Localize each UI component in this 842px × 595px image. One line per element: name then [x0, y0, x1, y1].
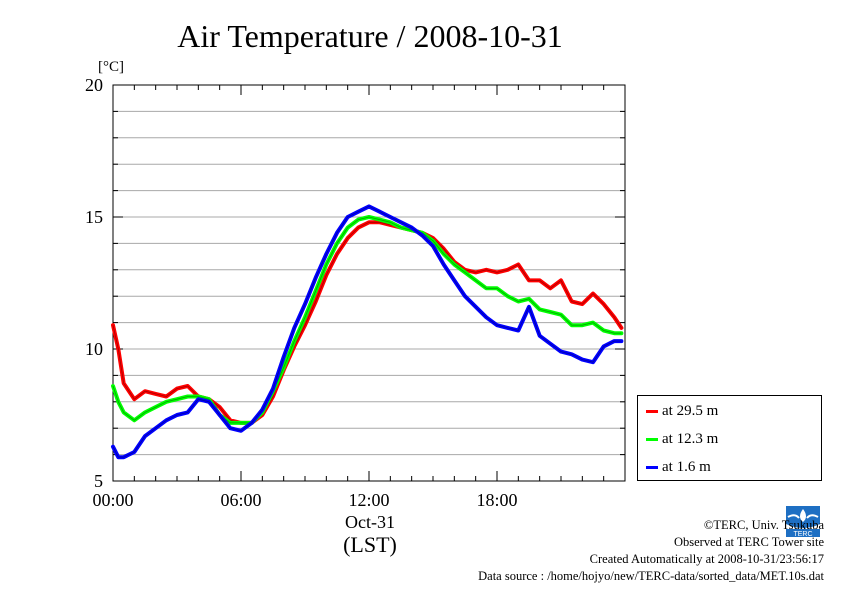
- series-line-core-2: [112, 216, 622, 424]
- series-line-2: [111, 215, 624, 425]
- legend: at 29.5 m at 12.3 m at 1.6 m: [637, 395, 822, 481]
- legend-item-29-5m: at 29.5 m: [646, 401, 718, 421]
- grid: [113, 110, 625, 456]
- x-date-label: Oct-31: [345, 512, 395, 532]
- ticks: 5 10 15 20 00:00 06:00 12:00 18:00: [85, 75, 626, 510]
- series-line-core-3: [112, 205, 622, 458]
- legend-swatch-red: [646, 409, 658, 413]
- series-line-3: [111, 204, 624, 460]
- y-tick-label: 5: [94, 471, 103, 491]
- created-text: Created Automatically at 2008-10-31/23:5…: [589, 552, 824, 566]
- y-tick-label: 20: [85, 75, 103, 95]
- x-tick-label: 00:00: [92, 490, 133, 510]
- observed-text: Observed at TERC Tower site: [673, 535, 824, 549]
- legend-label-12-3m: at 12.3 m: [662, 430, 719, 447]
- source-text: Data source : /home/hojyo/new/TERC-data/…: [478, 569, 824, 583]
- x-tick-label: 18:00: [476, 490, 517, 510]
- copyright-text: ©TERC, Univ. Tsukuba: [703, 518, 824, 532]
- legend-swatch-blue: [646, 465, 658, 469]
- x-tick-label: 06:00: [220, 490, 261, 510]
- y-tick-label: 15: [85, 207, 103, 227]
- chart-title: Air Temperature / 2008-10-31: [177, 18, 563, 54]
- y-axis-label: [°C]: [98, 59, 124, 75]
- legend-item-1-6m: at 1.6 m: [646, 457, 711, 477]
- logo-text: TERC: [793, 531, 812, 538]
- series-group: [111, 204, 624, 460]
- series-line-1: [111, 220, 624, 425]
- legend-swatch-green: [646, 437, 658, 441]
- x-tick-label: 12:00: [348, 490, 389, 510]
- legend-label-29-5m: at 29.5 m: [662, 402, 719, 419]
- legend-item-12-3m: at 12.3 m: [646, 429, 718, 449]
- credits: ©TERC, Univ. Tsukuba Observed at TERC To…: [478, 517, 824, 585]
- y-tick-label: 10: [85, 339, 103, 359]
- plot-frame: [112, 84, 626, 482]
- x-axis-label: (LST): [343, 532, 397, 557]
- legend-label-1-6m: at 1.6 m: [662, 458, 711, 475]
- series-line-core-1: [112, 221, 622, 424]
- terc-logo-icon: TERC: [782, 502, 824, 538]
